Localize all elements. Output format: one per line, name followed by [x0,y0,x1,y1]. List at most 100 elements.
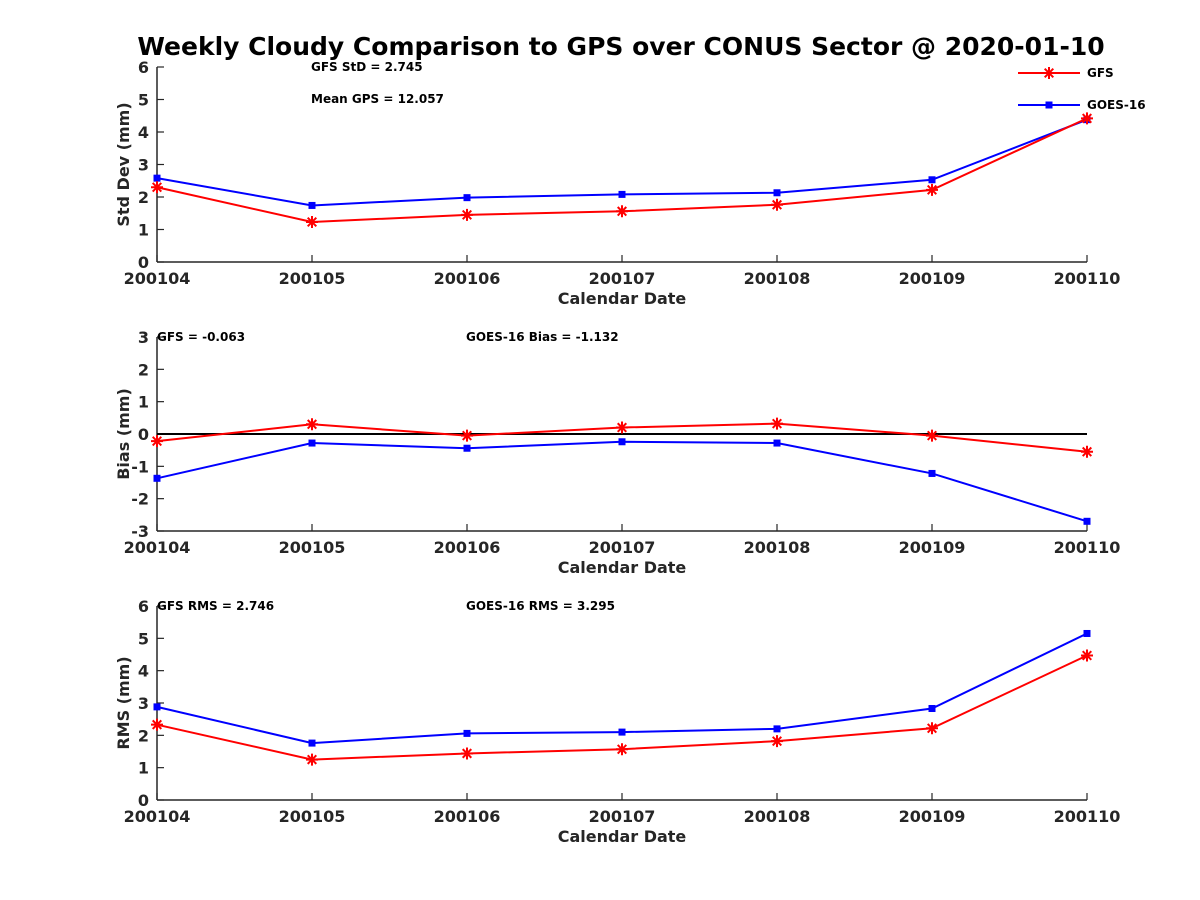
rms-gfs-point [306,753,318,766]
rms-goes16-point [618,728,626,736]
std-dev-x-tick-label: 200109 [899,269,966,288]
rms-annotation: GFS RMS = 2.746 [157,599,274,613]
bias-x-tick-label: 200110 [1054,538,1121,557]
bias-y-tick-label: 2 [138,360,149,379]
bias-y-tick-label: 0 [138,425,149,444]
std-dev-y-tick-label: 6 [138,58,149,77]
std-dev-y-tick-label: 3 [138,156,149,175]
rms-goes16-point [773,725,781,733]
rms-y-tick-label: 2 [138,726,149,745]
std-dev-gfs-point [771,198,783,211]
std-dev-gfs-point [1081,112,1093,125]
bias-y-tick-label: 1 [138,393,149,412]
std-dev-goes16-point [618,190,626,198]
bias-goes16-point [928,469,936,477]
std-dev-x-tick-label: 200106 [434,269,501,288]
rms-x-tick-label: 200108 [744,807,811,826]
bias-gfs-point [306,418,318,431]
rms-gfs-point [771,735,783,748]
rms-gfs-point [151,718,163,731]
std-dev-gfs-point [616,205,628,218]
bias-gfs-point [1081,445,1093,458]
bias-gfs-point [461,429,473,442]
bias-goes16-point [618,438,626,446]
rms-panel: 0 1 2 3 4 5 6 200104 200105 200106 200107 200108 200… [114,597,1120,846]
bias-y-tick-label: 3 [138,328,149,347]
std-dev-goes16-point [308,201,316,209]
rms-x-tick-label: 200106 [434,807,501,826]
rms-y-tick-label: 5 [138,629,149,648]
std-dev-x-tick-label: 200107 [589,269,656,288]
bias-x-tick-label: 200107 [589,538,656,557]
bias-x-tick-label: 200108 [744,538,811,557]
rms-x-tick-label: 200105 [279,807,346,826]
rms-x-tick-label: 200110 [1054,807,1121,826]
std-dev-y-axis-label: Std Dev (mm) [114,102,133,226]
bias-annotation: GOES-16 Bias = -1.132 [466,330,619,344]
rms-goes16-point [308,739,316,747]
legend-goes16-label: GOES-16 [1087,98,1146,112]
std-dev-panel: 0 1 2 3 4 5 6 200104 200105 200106 200107 200108 200… [114,58,1120,308]
rms-x-tick-label: 200107 [589,807,656,826]
std-dev-x-tick-label: 200105 [279,269,346,288]
rms-gfs-point [616,743,628,756]
bias-x-tick-label: 200106 [434,538,501,557]
std-dev-gfs-point [926,183,938,196]
bias-goes16-point [153,474,161,482]
std-dev-gfs-point [151,181,163,194]
std-dev-y-tick-label: 1 [138,221,149,240]
bias-y-tick-label: -3 [131,522,149,541]
bias-x-tick-label: 200105 [279,538,346,557]
rms-y-tick-label: 6 [138,597,149,616]
rms-gfs-point [926,722,938,735]
rms-goes16-point [1083,629,1091,637]
rms-y-tick-label: 1 [138,759,149,778]
bias-x-axis-label: Calendar Date [558,558,687,577]
bias-gfs-point [771,417,783,430]
legend-gfs-marker [1043,67,1055,79]
bias-goes16-point [773,439,781,447]
std-dev-gfs-point [306,216,318,229]
bias-x-tick-label: 200104 [124,538,191,557]
std-dev-x-axis-label: Calendar Date [558,289,687,308]
std-dev-x-tick-label: 200104 [124,269,191,288]
std-dev-goes16-point [773,189,781,197]
std-dev-y-tick-label: 4 [138,123,149,142]
rms-x-axis-label: Calendar Date [558,827,687,846]
rms-y-tick-label: 0 [138,791,149,810]
std-dev-annotation: Mean GPS = 12.057 [311,92,444,106]
rms-goes16-point [928,704,936,712]
legend: GFS GOES-16 [1018,66,1146,112]
rms-goes16-point [463,729,471,737]
bias-panel: -3 -2 -1 0 1 2 3 200104 200105 200106 200107 200108… [114,328,1120,577]
bias-y-axis-label: Bias (mm) [114,388,133,480]
bias-goes16-point [308,439,316,447]
std-dev-x-tick-label: 200108 [744,269,811,288]
rms-y-tick-label: 3 [138,694,149,713]
std-dev-y-tick-label: 0 [138,253,149,272]
rms-x-tick-label: 200109 [899,807,966,826]
rms-x-tick-label: 200104 [124,807,191,826]
bias-goes16-point [1083,517,1091,525]
std-dev-goes16-point [463,194,471,202]
legend-goes16-marker [1045,101,1053,109]
std-dev-goes16-point [928,176,936,184]
std-dev-gfs-point [461,208,473,221]
bias-gfs-point [926,429,938,442]
legend-gfs-label: GFS [1087,66,1114,80]
rms-annotation: GOES-16 RMS = 3.295 [466,599,615,613]
rms-goes16-point [153,703,161,711]
std-dev-y-tick-label: 5 [138,91,149,110]
bias-y-tick-label: -2 [131,490,149,509]
rms-y-axis-label: RMS (mm) [114,656,133,749]
chart-title: Weekly Cloudy Comparison to GPS over CON… [137,32,1104,61]
bias-gfs-point [151,435,163,448]
std-dev-y-tick-label: 2 [138,188,149,207]
rms-gfs-point [1081,649,1093,662]
std-dev-goes16-point [153,174,161,182]
rms-y-tick-label: 4 [138,662,149,681]
bias-goes16-point [463,444,471,452]
bias-gfs-point [616,421,628,434]
